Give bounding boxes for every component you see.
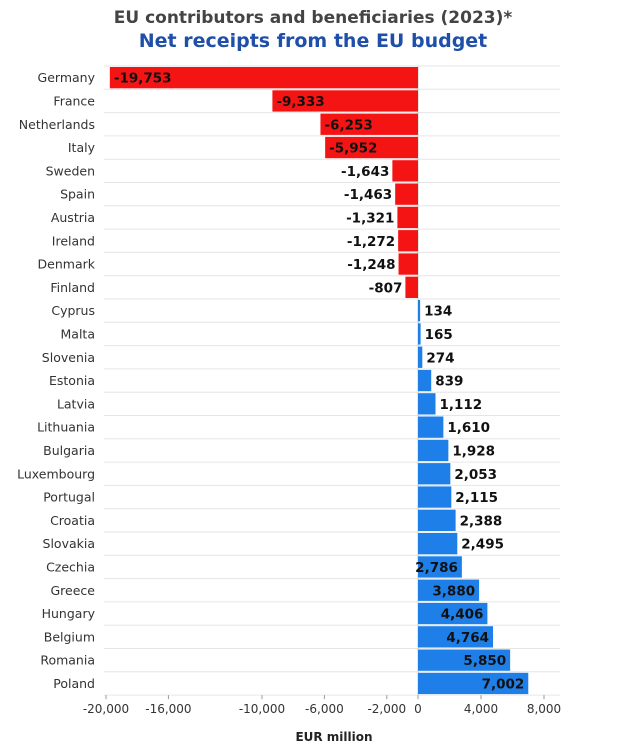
- category-label: Greece: [51, 583, 96, 598]
- category-label: Romania: [40, 653, 95, 668]
- value-label: 134: [424, 304, 452, 320]
- category-label: Bulgaria: [43, 443, 95, 458]
- value-label: -6,253: [324, 117, 372, 133]
- category-label: Czechia: [46, 559, 95, 574]
- category-label: Austria: [51, 210, 95, 225]
- value-label: 2,495: [461, 537, 504, 553]
- value-label: 165: [425, 327, 453, 343]
- x-tick-label: -10,000: [239, 702, 285, 716]
- value-label: -1,248: [347, 257, 395, 273]
- bar-austria: [397, 206, 418, 229]
- value-label: 839: [435, 374, 463, 390]
- value-label: 274: [426, 350, 454, 366]
- category-label: Cyprus: [51, 303, 95, 318]
- category-label: Hungary: [42, 606, 96, 621]
- category-label: Latvia: [57, 396, 95, 411]
- x-tick-label: -6,000: [305, 702, 344, 716]
- category-label: Denmark: [38, 257, 96, 272]
- bar-lithuania: [418, 416, 444, 438]
- category-label: Germany: [38, 70, 96, 85]
- value-label: -9,333: [276, 94, 324, 110]
- bar-belgium: [418, 626, 494, 648]
- bar-portugal: [418, 486, 452, 508]
- bar-greece: [418, 579, 480, 601]
- value-label: 4,764: [446, 630, 489, 646]
- bar-luxembourg: [418, 463, 451, 485]
- value-label: 1,112: [440, 397, 483, 413]
- value-label: 3,880: [432, 583, 475, 599]
- category-label: Belgium: [44, 629, 95, 644]
- bar-netherlands: [320, 113, 418, 135]
- bar-poland: [418, 672, 529, 695]
- bar-slovakia: [418, 533, 458, 555]
- bar-italy: [325, 136, 418, 159]
- bar-bulgaria: [418, 439, 449, 462]
- value-label: 2,786: [415, 560, 458, 576]
- value-label: -807: [369, 280, 403, 296]
- category-label: Croatia: [50, 513, 95, 528]
- category-label: Slovakia: [43, 536, 95, 551]
- bar-cyprus: [418, 300, 421, 322]
- category-label: Estonia: [49, 373, 95, 388]
- value-label: 7,002: [482, 676, 525, 692]
- category-label: Sweden: [46, 163, 95, 178]
- value-label: 5,850: [463, 653, 506, 669]
- value-label: -1,321: [346, 210, 394, 226]
- category-label: Lithuania: [37, 420, 95, 435]
- value-label: -19,753: [114, 71, 172, 87]
- category-label: Poland: [53, 676, 95, 691]
- bar-romania: [418, 649, 511, 671]
- category-label: Netherlands: [19, 117, 95, 132]
- value-label: 2,388: [460, 513, 503, 529]
- category-label: France: [53, 93, 95, 108]
- chart-subtitle: Net receipts from the EU budget: [138, 30, 488, 52]
- category-label: Slovenia: [42, 350, 95, 365]
- bar-france: [272, 90, 418, 112]
- value-label: -1,272: [347, 234, 395, 250]
- chart-title: EU contributors and beneficiaries (2023)…: [113, 8, 513, 28]
- bar-estonia: [418, 369, 432, 392]
- category-label: Ireland: [52, 233, 95, 248]
- category-label: Spain: [60, 187, 95, 202]
- bar-malta: [418, 323, 421, 345]
- value-label: 4,406: [441, 607, 484, 623]
- category-label: Italy: [68, 140, 96, 155]
- value-label: 1,610: [447, 420, 490, 436]
- category-label: Portugal: [43, 490, 95, 505]
- bar-slovenia: [418, 346, 423, 368]
- x-tick-label: -20,000: [83, 702, 129, 716]
- bar-latvia: [418, 393, 436, 415]
- value-label: -1,643: [341, 164, 389, 180]
- bar-finland: [405, 276, 418, 298]
- bar-sweden: [392, 160, 418, 182]
- x-tick-label: 0: [414, 702, 422, 716]
- x-tick-label: -16,000: [145, 702, 191, 716]
- bar-germany: [109, 67, 418, 89]
- value-label: 1,928: [452, 443, 495, 459]
- bar-czechia: [418, 556, 462, 578]
- bar-denmark: [398, 253, 418, 275]
- category-label: Luxembourg: [17, 466, 95, 481]
- category-label: Finland: [50, 280, 95, 295]
- bar-croatia: [418, 509, 456, 531]
- bar-hungary: [418, 602, 488, 625]
- x-tick-label: 8,000: [527, 702, 561, 716]
- x-tick-label: -2,000: [367, 702, 406, 716]
- category-label: Malta: [61, 326, 95, 341]
- value-label: 2,115: [455, 490, 498, 506]
- bar-spain: [395, 183, 418, 205]
- value-label: 2,053: [454, 467, 497, 483]
- bar-ireland: [398, 230, 418, 252]
- x-tick-label: 4,000: [464, 702, 498, 716]
- x-axis-title: EUR million: [295, 730, 372, 744]
- value-label: -5,952: [329, 141, 377, 157]
- value-label: -1,463: [344, 187, 392, 203]
